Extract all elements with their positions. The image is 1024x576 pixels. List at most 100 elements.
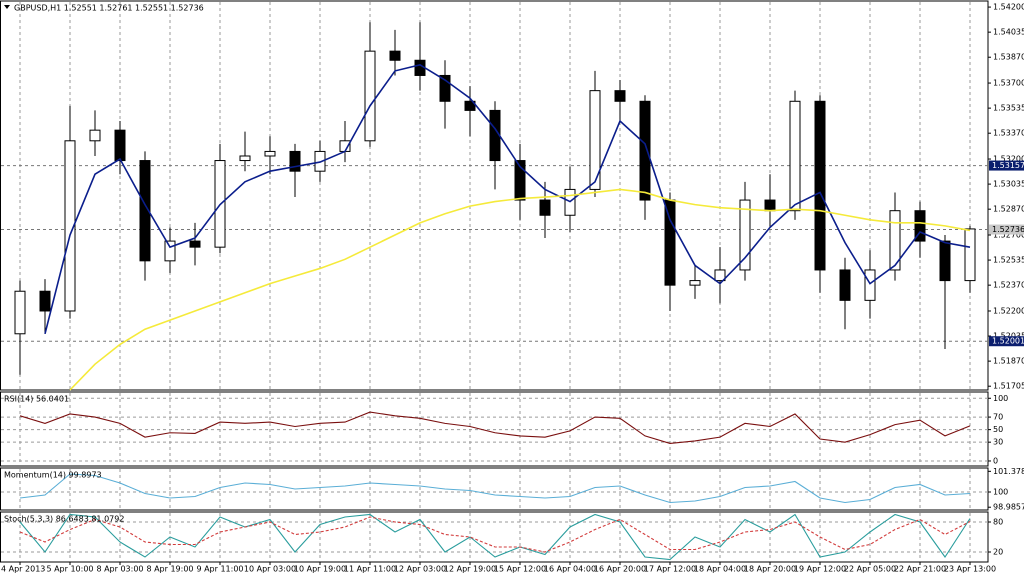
indicator-line (19, 473, 971, 504)
price-tag-label: 1.53157 (992, 161, 1024, 170)
indicator-line (19, 513, 971, 561)
candle-body (114, 129, 126, 162)
indicator-line (19, 516, 971, 553)
candle-body (439, 74, 451, 102)
x-tick-label: 18 Apr 20:00 (744, 565, 796, 574)
y-tick-label: 0 (993, 456, 998, 465)
x-tick-label: 23 Apr 13:00 (944, 565, 996, 574)
y-tick-label: 100 (993, 394, 1008, 403)
y-tick-label: 1.52700 (993, 231, 1024, 240)
price-tag-label: 1.52001 (992, 337, 1024, 346)
x-tick-label: 4 Apr 2013 (1, 565, 45, 574)
y-tick-label: 1.52035 (993, 332, 1024, 341)
candle-body (389, 50, 401, 61)
candle-body (364, 50, 376, 142)
candle-body (789, 100, 801, 212)
candle-body (814, 100, 826, 271)
y-tick-label: 1.51705 (993, 382, 1024, 391)
candle-body (239, 155, 251, 162)
candle-body (939, 240, 951, 282)
candle-body (164, 240, 176, 262)
panel-frame (0, 511, 989, 563)
candle-body (464, 100, 476, 111)
y-tick-label: 1.52200 (993, 306, 1024, 315)
y-tick-label: 1.54035 (993, 28, 1024, 37)
candle-body (64, 140, 76, 312)
panel-title: Momentum(14) 99.8973 (4, 471, 102, 480)
candle-body (914, 210, 926, 242)
candle-body (14, 290, 26, 335)
panel-title: RSI(14) 56.0401 (4, 395, 69, 404)
indicator-line (69, 188, 971, 391)
x-tick-label: 12 Apr 03:00 (394, 565, 446, 574)
x-tick-label: 12 Apr 19:00 (444, 565, 496, 574)
x-tick-label: 22 Apr 05:00 (844, 565, 896, 574)
x-tick-label: 9 Apr 11:00 (196, 565, 243, 574)
price-tag (989, 224, 1024, 235)
x-tick-label: 17 Apr 12:00 (644, 565, 696, 574)
candle-body (539, 199, 551, 216)
candle-body (89, 129, 101, 142)
candle-body (514, 160, 526, 201)
y-tick-label: 1.54200 (993, 3, 1024, 12)
y-tick-label: 30 (993, 438, 1003, 447)
y-tick-label: 80 (993, 518, 1003, 527)
menu-arrow (4, 5, 10, 9)
y-tick-label: 1.52870 (993, 205, 1024, 214)
panel-frame (0, 0, 989, 391)
y-tick-label: 98.9857 (993, 503, 1024, 512)
y-tick-label: 1.53370 (993, 129, 1024, 138)
candle-body (714, 269, 726, 282)
panel-title: GBPUSD,H1 1.52551 1.52761 1.52551 1.5273… (14, 4, 204, 13)
y-tick-label: 100 (993, 488, 1008, 497)
y-tick-label: 50 (993, 425, 1003, 434)
candle-body (189, 240, 201, 248)
y-tick-label: 1.53200 (993, 155, 1024, 164)
candle-body (289, 150, 301, 172)
y-tick-label: 70 (993, 413, 1003, 422)
x-tick-label: 8 Apr 19:00 (146, 565, 193, 574)
x-tick-label: 16 Apr 20:00 (594, 565, 646, 574)
candle-body (489, 109, 501, 162)
indicator-line (19, 411, 971, 444)
price-tag (989, 160, 1024, 171)
x-tick-label: 11 Apr 11:00 (344, 565, 396, 574)
candle-body (964, 228, 976, 282)
x-tick-label: 8 Apr 03:00 (96, 565, 143, 574)
y-tick-label: 20 (993, 548, 1003, 557)
candle-body (589, 90, 601, 190)
indicator-line (44, 63, 971, 334)
y-tick-label: 1.53035 (993, 180, 1024, 189)
y-tick-label: 1.53870 (993, 53, 1024, 62)
x-tick-label: 15 Apr 12:00 (494, 565, 546, 574)
y-tick-label: 1.52370 (993, 281, 1024, 290)
x-tick-label: 18 Apr 04:00 (694, 565, 746, 574)
x-tick-label: 5 Apr 10:00 (46, 565, 93, 574)
candle-body (139, 160, 151, 262)
panel-frame (0, 391, 989, 467)
y-tick-label: 1.51870 (993, 357, 1024, 366)
candle-body (889, 210, 901, 271)
candle-body (764, 199, 776, 212)
candle-body (864, 269, 876, 301)
x-tick-label: 10 Apr 03:00 (244, 565, 296, 574)
price-tag (989, 336, 1024, 347)
x-tick-label: 19 Apr 12:00 (794, 565, 846, 574)
y-tick-label: 1.53535 (993, 104, 1024, 113)
y-tick-label: 1.52535 (993, 256, 1024, 265)
y-tick-label: 1.53700 (993, 79, 1024, 88)
candle-body (614, 90, 626, 102)
candle-body (264, 150, 276, 157)
price-tag-label: 1.52736 (992, 225, 1024, 234)
y-tick-label: 101.3787 (993, 467, 1024, 476)
candle-body (39, 290, 51, 312)
candle-body (739, 199, 751, 271)
panel-frame (0, 467, 989, 511)
x-tick-label: 10 Apr 19:00 (294, 565, 346, 574)
candle-body (664, 199, 676, 286)
x-tick-label: 16 Apr 04:00 (544, 565, 596, 574)
panel-title: Stoch(5,3,3) 86.6483 81.0792 (4, 515, 124, 524)
